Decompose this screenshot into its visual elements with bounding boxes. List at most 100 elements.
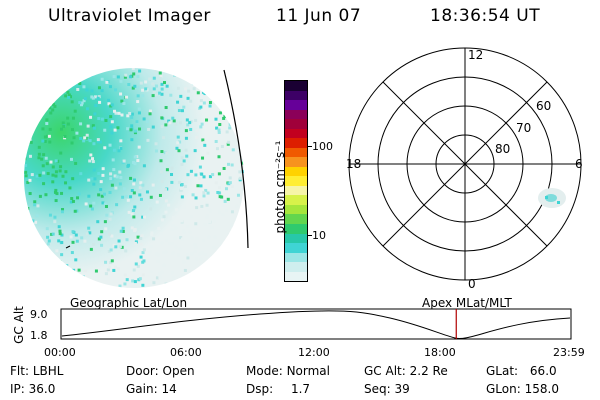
emission-pixel bbox=[154, 69, 158, 73]
emission-pixel bbox=[34, 81, 38, 85]
emission-pixel bbox=[121, 229, 125, 233]
emission-pixel bbox=[213, 235, 217, 239]
emission-pixel bbox=[217, 84, 221, 88]
emission-pixel bbox=[44, 193, 48, 197]
emission-pixel bbox=[19, 160, 22, 163]
emission-pixel bbox=[111, 158, 115, 162]
emission-pixel bbox=[45, 118, 49, 122]
emission-pixel bbox=[187, 89, 191, 93]
emission-pixel bbox=[227, 182, 231, 186]
emission-pixel bbox=[74, 233, 78, 237]
emission-pixel bbox=[25, 89, 29, 93]
emission-pixel bbox=[132, 178, 136, 182]
emission-pixel bbox=[74, 258, 78, 262]
emission-pixel bbox=[214, 181, 218, 185]
emission-pixel bbox=[28, 234, 32, 238]
emission-pixel bbox=[237, 266, 241, 270]
emission-pixel bbox=[181, 272, 185, 276]
emission-pixel bbox=[174, 208, 178, 212]
emission-pixel bbox=[91, 160, 95, 164]
emission-pixel bbox=[70, 128, 74, 132]
emission-pixel bbox=[158, 76, 162, 80]
colorbar-swatch bbox=[285, 166, 307, 177]
emission-pixel bbox=[35, 85, 39, 89]
emission-pixel bbox=[221, 96, 225, 100]
emission-pixel bbox=[132, 182, 136, 186]
emission-pixel bbox=[225, 130, 229, 134]
emission-pixel bbox=[82, 65, 85, 68]
emission-pixel bbox=[101, 167, 105, 171]
emission-pixel bbox=[136, 85, 140, 89]
emission-pixel bbox=[118, 284, 122, 288]
emission-pixel bbox=[171, 116, 175, 120]
emission-pixel bbox=[131, 68, 135, 70]
emission-pixel bbox=[79, 172, 83, 176]
emission-pixel bbox=[165, 168, 169, 172]
emission-pixel bbox=[241, 93, 244, 97]
emission-pixel bbox=[145, 120, 149, 124]
emission-pixel bbox=[174, 226, 178, 230]
emission-pixel bbox=[35, 278, 39, 282]
instrument-title: Ultraviolet Imager bbox=[48, 6, 211, 26]
emission-pixel bbox=[39, 90, 43, 94]
emission-pixel bbox=[215, 126, 219, 130]
emission-pixel bbox=[24, 242, 25, 246]
emission-pixel bbox=[179, 187, 183, 191]
emission-pixel bbox=[98, 100, 102, 104]
emission-pixel bbox=[208, 101, 212, 105]
emission-pixel bbox=[56, 159, 60, 163]
emission-pixel bbox=[130, 124, 134, 128]
emission-pixel bbox=[235, 204, 239, 208]
emission-pixel bbox=[181, 278, 185, 282]
emission-pixel bbox=[138, 127, 142, 131]
emission-pixel bbox=[244, 235, 247, 238]
emission-pixel bbox=[172, 119, 176, 123]
emission-pixel bbox=[135, 120, 139, 124]
emission-pixel bbox=[121, 161, 125, 165]
emission-pixel bbox=[31, 238, 35, 242]
emission-pixel bbox=[138, 69, 142, 73]
emission-pixel bbox=[207, 79, 211, 83]
emission-pixel bbox=[109, 248, 113, 252]
emission-pixel bbox=[41, 127, 45, 131]
emission-pixel bbox=[237, 264, 241, 268]
emission-pixel bbox=[241, 161, 244, 165]
emission-pixel bbox=[185, 154, 189, 158]
emission-pixel bbox=[138, 186, 142, 190]
emission-pixel bbox=[234, 98, 238, 102]
emission-pixel bbox=[91, 157, 95, 161]
emission-pixel bbox=[149, 195, 153, 199]
emission-pixel bbox=[55, 81, 59, 85]
emission-pixel bbox=[71, 199, 75, 203]
emission-pixel bbox=[108, 232, 112, 236]
emission-pixel bbox=[108, 143, 112, 147]
colorbar-tick-10: 10 bbox=[312, 229, 326, 242]
emission-pixel bbox=[113, 62, 116, 65]
emission-pixel bbox=[123, 282, 127, 286]
emission-pixel bbox=[124, 73, 128, 77]
emission-pixel bbox=[130, 115, 134, 119]
emission-pixel bbox=[104, 204, 108, 208]
emission-pixel bbox=[141, 273, 145, 277]
emission-pixel bbox=[49, 97, 53, 101]
colorbar-swatch bbox=[285, 271, 307, 282]
emission-pixel bbox=[99, 188, 103, 192]
emission-pixel bbox=[141, 94, 145, 98]
emission-pixel bbox=[246, 275, 249, 278]
emission-pixel bbox=[152, 76, 156, 80]
emission-pixel bbox=[58, 260, 62, 264]
emission-pixel bbox=[224, 271, 228, 275]
emission-pixel bbox=[31, 262, 35, 266]
emission-pixel bbox=[55, 249, 59, 253]
emission-pixel bbox=[103, 202, 107, 206]
emission-pixel bbox=[87, 194, 91, 198]
emission-pixel bbox=[69, 157, 73, 161]
emission-pixel bbox=[186, 274, 190, 278]
emission-pixel bbox=[37, 97, 41, 101]
emission-pixel bbox=[24, 68, 25, 70]
emission-pixel bbox=[29, 286, 33, 288]
emission-pixel bbox=[164, 250, 168, 254]
emission-pixel bbox=[164, 282, 168, 286]
colorbar-swatch bbox=[285, 223, 307, 234]
emission-pixel bbox=[226, 197, 230, 201]
